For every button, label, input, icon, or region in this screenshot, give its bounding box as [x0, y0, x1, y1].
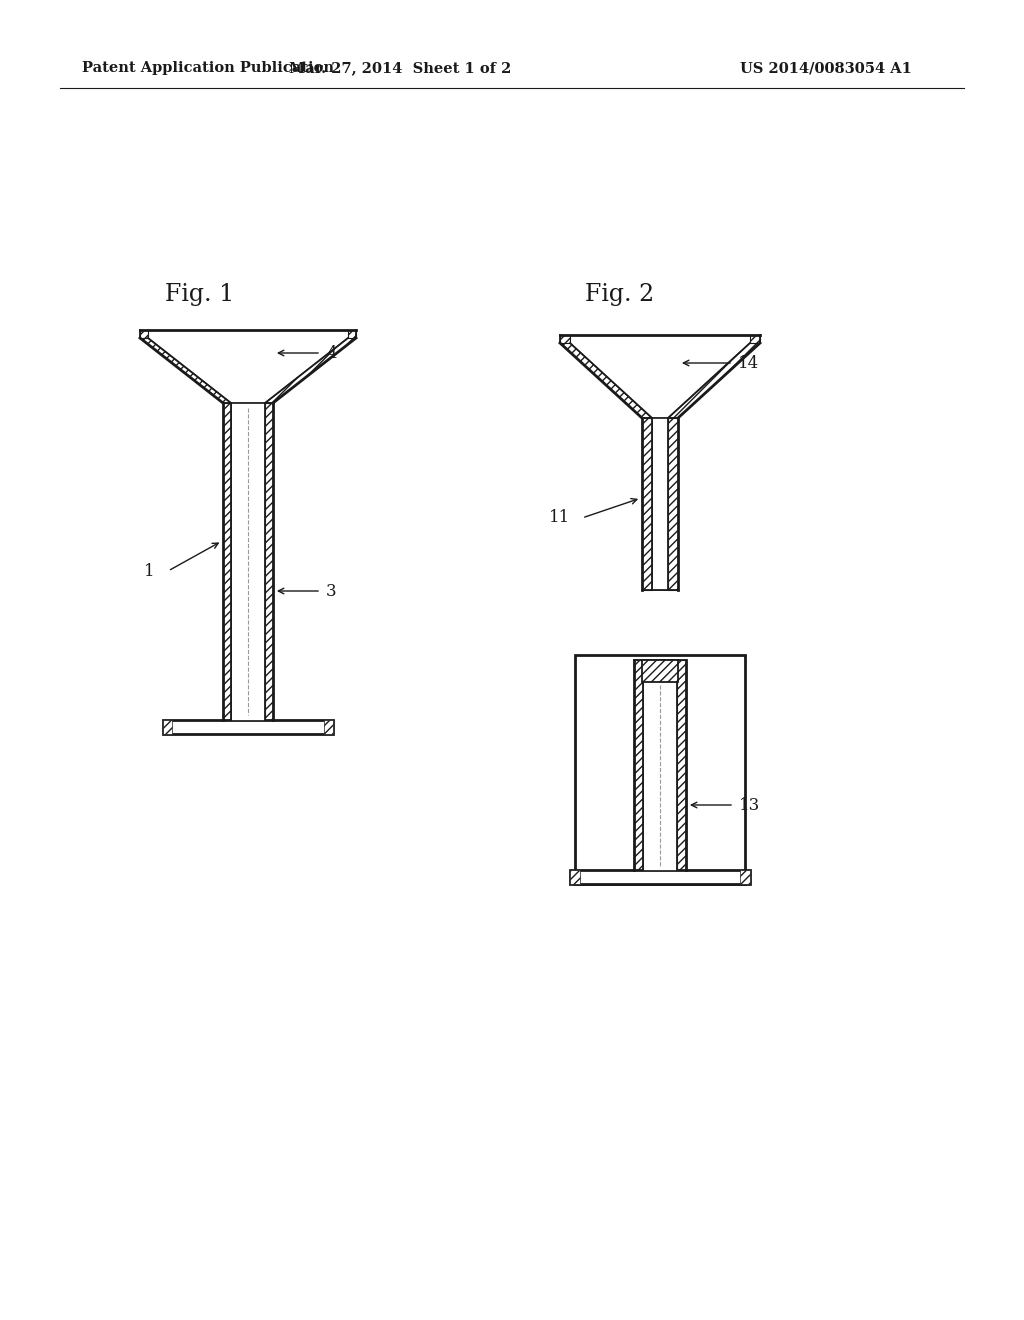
Polygon shape — [668, 343, 760, 418]
Polygon shape — [140, 338, 231, 403]
Text: 11: 11 — [549, 510, 570, 527]
Text: US 2014/0083054 A1: US 2014/0083054 A1 — [740, 61, 912, 75]
Bar — [324, 719, 333, 734]
Bar — [223, 403, 231, 719]
Polygon shape — [265, 338, 356, 403]
Text: 14: 14 — [738, 355, 759, 371]
Bar — [642, 660, 678, 682]
Bar — [634, 660, 643, 870]
Bar — [643, 660, 677, 870]
Bar — [570, 870, 580, 884]
Bar — [265, 403, 273, 719]
Bar — [140, 330, 148, 338]
Bar — [348, 330, 356, 338]
Bar — [163, 719, 172, 734]
Bar — [163, 719, 333, 734]
Bar — [570, 870, 750, 884]
Bar — [575, 655, 745, 884]
Bar — [677, 660, 686, 870]
Text: Patent Application Publication: Patent Application Publication — [82, 61, 334, 75]
Text: 13: 13 — [739, 796, 760, 813]
Bar — [231, 403, 265, 719]
Text: Fig. 1: Fig. 1 — [165, 284, 234, 306]
Bar — [560, 335, 570, 343]
Text: Mar. 27, 2014  Sheet 1 of 2: Mar. 27, 2014 Sheet 1 of 2 — [289, 61, 511, 75]
Bar — [750, 335, 760, 343]
Text: 1: 1 — [144, 562, 155, 579]
Text: 3: 3 — [326, 582, 337, 599]
Text: Fig. 2: Fig. 2 — [586, 284, 654, 306]
Text: 4: 4 — [326, 345, 337, 362]
Bar — [668, 418, 678, 590]
Bar — [652, 418, 668, 590]
Bar — [740, 870, 750, 884]
Polygon shape — [560, 343, 652, 418]
Bar — [642, 418, 652, 590]
